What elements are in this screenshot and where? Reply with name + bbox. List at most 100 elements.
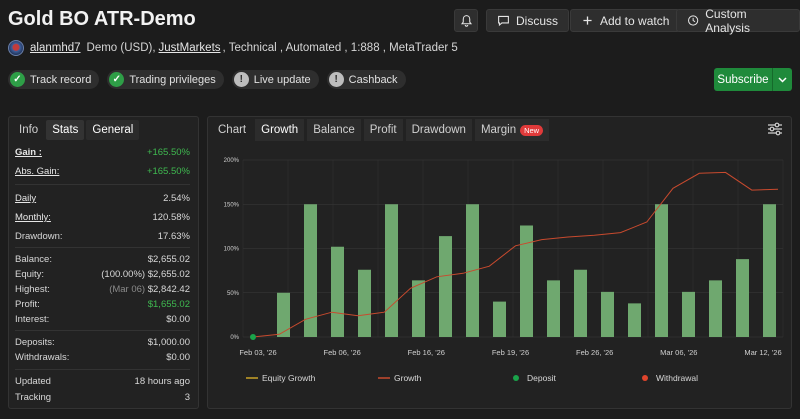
stat-note: (Mar 06) <box>109 284 146 295</box>
bar[interactable] <box>547 280 560 337</box>
stat-gain: Gain : +165.50% <box>15 147 190 161</box>
chart-grid <box>242 159 784 338</box>
tab-info[interactable]: Info <box>19 124 39 136</box>
exclamation-icon: ! <box>233 72 249 87</box>
chart-panel: Chart Growth Balance Profit Drawdown Mar… <box>207 116 792 409</box>
account-info: alanmhd7 Demo (USD), JustMarkets , Techn… <box>8 40 458 56</box>
y-tick-label: 100% <box>224 247 240 253</box>
stat-label[interactable]: Gain : <box>15 147 42 158</box>
badge-cashback[interactable]: ! Cashback <box>326 70 406 89</box>
check-icon: ✓ <box>10 72 25 87</box>
stat-value: $1,000.00 <box>147 337 190 348</box>
stat-value: 17.63% <box>157 231 190 242</box>
stat-label[interactable]: Daily <box>15 193 37 204</box>
tab-stats[interactable]: Stats <box>46 120 85 140</box>
stat-value: 18 hours ago <box>134 376 190 387</box>
y-tick-label: 0% <box>230 335 239 341</box>
subscribe-label: Subscribe <box>717 73 769 86</box>
divider <box>15 369 190 370</box>
tab-chart[interactable]: Chart <box>218 124 247 136</box>
chevron-down-icon[interactable] <box>772 68 792 91</box>
badge-label: Live update <box>253 73 311 86</box>
tab-drawdown[interactable]: Drawdown <box>405 119 472 141</box>
bar[interactable] <box>574 269 587 337</box>
bar[interactable] <box>412 280 425 337</box>
bar[interactable] <box>601 291 614 337</box>
bar-series <box>277 204 776 337</box>
divider <box>15 247 190 248</box>
x-tick-label: Feb 06, '26 <box>324 348 361 357</box>
account-details: Demo (USD), <box>86 42 156 54</box>
stat-note: (100.00%) <box>101 269 146 280</box>
stat-label: Tracking <box>15 392 52 403</box>
bell-icon <box>460 15 472 27</box>
growth-chart: 0% 50% 100% 150% 200% Feb 03, '26 Feb 06, '26… <box>224 158 784 383</box>
tab-margin[interactable]: Margin New <box>474 119 550 141</box>
stat-withdrawals: Withdrawals: $0.00 <box>15 352 190 366</box>
notification-button[interactable] <box>454 9 478 32</box>
bar[interactable] <box>736 259 749 337</box>
tab-balance[interactable]: Balance <box>307 119 361 141</box>
sliders-icon[interactable] <box>767 121 783 137</box>
bar[interactable] <box>304 204 317 337</box>
bar[interactable] <box>277 292 290 337</box>
tab-general[interactable]: General <box>86 120 140 140</box>
subscribe-button[interactable]: Subscribe <box>714 68 792 91</box>
legend-withdrawal[interactable]: Withdrawal <box>656 373 698 383</box>
bar[interactable] <box>682 291 695 337</box>
bar[interactable] <box>709 280 722 337</box>
stat-balance: Balance: $2,655.02 <box>15 254 190 268</box>
chat-icon <box>498 15 509 27</box>
bar[interactable] <box>331 246 344 337</box>
exclamation-icon: ! <box>328 72 344 87</box>
divider <box>15 330 190 331</box>
badge-track-record[interactable]: ✓ Track record <box>8 70 100 89</box>
badge-row: ✓ Track record ✓ Trading privileges ! Li… <box>8 70 406 89</box>
stat-drawdown: Drawdown: 17.63% <box>15 231 190 245</box>
stats-tabs: Info Stats General <box>9 117 198 143</box>
username-link[interactable]: alanmhd7 <box>30 42 81 54</box>
stat-label: Drawdown: <box>15 231 63 242</box>
legend-equity-growth[interactable]: Equity Growth <box>262 373 316 383</box>
x-tick-label: Feb 03, '26 <box>239 348 276 357</box>
bar[interactable] <box>439 236 452 337</box>
bar[interactable] <box>655 204 668 337</box>
bar[interactable] <box>520 225 533 337</box>
bar[interactable] <box>763 204 776 337</box>
x-tick-label: Feb 16, '26 <box>408 348 445 357</box>
stat-equity: Equity: (100.00%) $2,655.02 <box>15 269 190 283</box>
avatar[interactable] <box>8 40 24 56</box>
add-to-watch-button[interactable]: Add to watch <box>570 9 681 32</box>
custom-analysis-button[interactable]: Custom Analysis <box>676 7 800 35</box>
deposit-point[interactable] <box>250 334 256 340</box>
badge-trading-privileges[interactable]: ✓ Trading privileges <box>107 70 224 89</box>
account-details-rest: , Technical , Automated , 1:888 , MetaTr… <box>222 42 458 54</box>
x-tick-label: Feb 26, '26 <box>576 348 613 357</box>
stat-label: Deposits: <box>15 337 55 348</box>
badge-live-update[interactable]: ! Live update <box>231 70 319 89</box>
bar[interactable] <box>628 303 641 337</box>
x-axis: Feb 03, '26 Feb 06, '26 Feb 16, '26 Feb 19,… <box>239 348 781 357</box>
bar[interactable] <box>385 204 398 337</box>
check-icon: ✓ <box>109 72 125 87</box>
stat-interest: Interest: $0.00 <box>15 314 190 328</box>
tab-profit[interactable]: Profit <box>363 119 403 141</box>
stat-monthly: Monthly: 120.58% <box>15 212 190 226</box>
stat-label: Withdrawals: <box>15 352 70 363</box>
bar[interactable] <box>493 301 506 337</box>
stat-label[interactable]: Monthly: <box>15 212 51 223</box>
legend-deposit[interactable]: Deposit <box>527 373 556 383</box>
legend-growth[interactable]: Growth <box>394 373 422 383</box>
x-tick-label: Mar 06, '26 <box>660 348 697 357</box>
stat-value: +165.50% <box>146 147 190 158</box>
bar[interactable] <box>358 269 371 337</box>
stat-value: 3 <box>184 392 190 403</box>
discuss-button[interactable]: Discuss <box>486 9 570 32</box>
plus-icon <box>583 16 592 25</box>
stat-label: Interest: <box>15 314 50 325</box>
broker-link[interactable]: JustMarkets <box>158 42 221 54</box>
stat-label[interactable]: Abs. Gain: <box>15 166 60 177</box>
tab-growth[interactable]: Growth <box>255 119 305 141</box>
page-title: Gold BO ATR-Demo <box>8 8 196 30</box>
